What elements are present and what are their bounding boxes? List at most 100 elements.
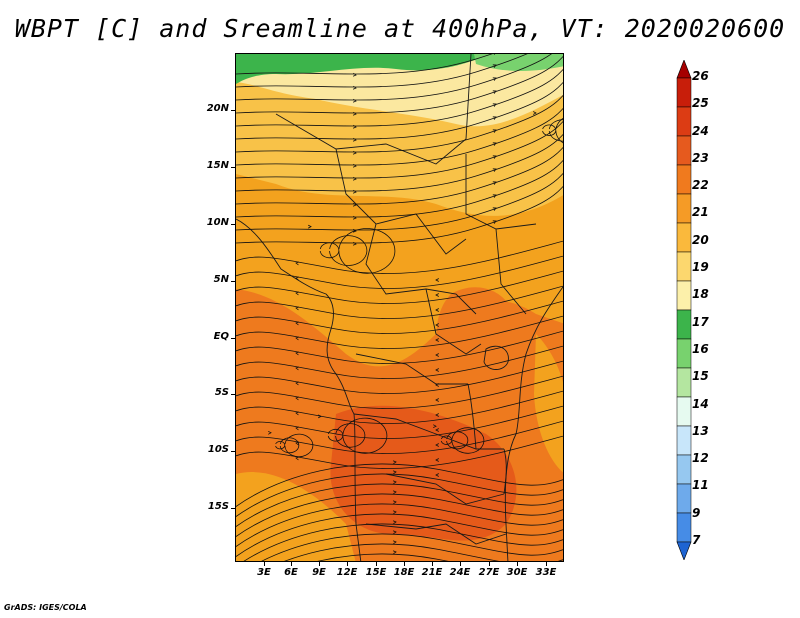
streamline-arrow [492, 142, 497, 146]
lon-tick-mark [347, 562, 348, 566]
colorbar-tick-label: 9 [692, 505, 701, 520]
streamline-arrow [492, 129, 497, 133]
streamline-arrow [295, 276, 300, 281]
map-plot-area [235, 53, 564, 562]
border-drc-north [425, 288, 482, 355]
lat-tick-mark [231, 167, 235, 168]
colorbar-tick-label: 23 [692, 150, 709, 165]
streamline-north [236, 55, 563, 114]
streamline-north [236, 185, 563, 244]
lon-tick-mark [517, 562, 518, 566]
streamline-middle [236, 345, 563, 379]
lon-tick-label: 33E [535, 567, 557, 578]
red-orange-core [330, 405, 517, 541]
lake-tanganyika [467, 383, 477, 450]
streamline-middle [236, 375, 563, 409]
streamline-gyre [548, 119, 563, 142]
colorbar-segment [676, 367, 692, 398]
colorbar-segment [676, 309, 692, 340]
colorbar-tick-label: 24 [692, 123, 709, 138]
map-canvas [236, 54, 563, 561]
streamline-arrow [352, 85, 357, 90]
lat-tick-label: 10N [206, 217, 229, 228]
streamline-arrow [435, 323, 439, 327]
streamline-arrow [533, 111, 537, 115]
streamline-arrow [435, 413, 439, 417]
streamline-arrow [392, 540, 397, 545]
deep-orange-blob [436, 287, 517, 377]
streamline-north [236, 94, 563, 153]
streamline-south [317, 553, 449, 561]
streamline-arrow [352, 189, 357, 194]
streamline-arrow [352, 228, 357, 233]
streamline-arrow [392, 470, 397, 475]
streamline-north [236, 107, 563, 166]
lake-victoria [483, 345, 509, 370]
streamline-arrow [352, 111, 357, 116]
colorbar-tick-label: 17 [692, 314, 709, 329]
streamline-arrow [308, 224, 312, 229]
border-south-sudan [495, 228, 527, 315]
colorbar-tick-label: 21 [692, 205, 709, 220]
lon-tick-label: 30E [506, 567, 528, 578]
streamline-arrow [352, 215, 357, 220]
lon-tick-mark [376, 562, 377, 566]
streamline-arrow [492, 168, 497, 172]
colorbar-tick-label: 7 [692, 533, 701, 547]
colorbar-segment [676, 135, 692, 166]
colorbar-segment [676, 251, 692, 282]
streamline-arrow [435, 353, 439, 357]
lat-tick-label: 15S [207, 501, 229, 512]
streamline-arrow [352, 72, 357, 77]
lon-tick-mark [404, 562, 405, 566]
streamline-arrow [492, 194, 497, 198]
streamline-arrow [392, 500, 397, 505]
streamline-arrow [435, 383, 439, 387]
lat-tick-label: 5N [213, 274, 229, 285]
streamline-arrow [352, 137, 357, 142]
streamline-north [236, 146, 563, 205]
streamline-arrow [392, 510, 397, 515]
west-coastline [236, 218, 362, 561]
border-sahel [275, 54, 472, 165]
streamline-arrow [295, 336, 300, 341]
streamline-north [236, 54, 493, 75]
streamline-gyre [319, 242, 340, 259]
colorbar-tick-label: 22 [692, 178, 709, 193]
streamline-arrow [435, 338, 439, 342]
colorbar-segment [676, 483, 692, 514]
streamline-north [236, 54, 552, 101]
streamline-arrow [492, 207, 497, 211]
border-congo [355, 353, 468, 385]
lat-tick-label: 5S [214, 387, 229, 398]
colorbar-tick-label: 12 [692, 451, 709, 466]
streamline-arrow [352, 163, 357, 168]
colorbar-segment [676, 280, 692, 311]
colorbar-upper-arrow [676, 60, 692, 79]
streamline-north [236, 54, 528, 88]
lat-tick-mark [231, 110, 235, 111]
streamline-arrow [352, 150, 357, 155]
streamline-arrow [268, 430, 272, 435]
colorbar-lower-arrow [676, 541, 692, 560]
streamline-arrow [435, 428, 439, 432]
streamline-middle [236, 300, 563, 334]
lat-tick-mark [231, 281, 235, 282]
streamline-arrow [435, 368, 439, 372]
streamline-arrow [435, 398, 439, 402]
streamline-arrow [392, 550, 397, 555]
streamline-south [236, 473, 563, 518]
lon-tick-label: 18E [393, 567, 415, 578]
colorbar-segment [676, 193, 692, 224]
streamline-south [284, 543, 563, 561]
streamline-gyre [275, 441, 286, 450]
colorbar-segment [676, 77, 692, 108]
border-namibia-botswana [365, 523, 507, 545]
lon-tick-label: 12E [336, 567, 358, 578]
streamline-gyre [446, 431, 469, 450]
streamline-arrow [433, 424, 437, 429]
colorbar-segment [676, 425, 692, 456]
colorbar-tick-label: 25 [692, 96, 709, 111]
lon-tick-label: 21E [421, 567, 443, 578]
colorbar-segment [676, 222, 692, 253]
